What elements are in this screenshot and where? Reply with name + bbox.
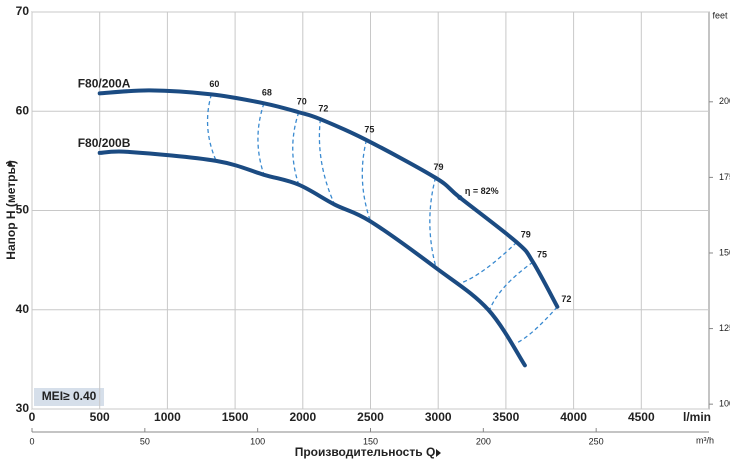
x-tick-label: 3000 [425, 410, 452, 424]
efficiency-label: η = 82% [465, 186, 499, 196]
efficiency-label: 72 [318, 104, 328, 114]
efficiency-label: 72 [561, 294, 571, 304]
y-tick-label: 50 [16, 203, 30, 217]
badge-box [34, 388, 104, 406]
y2-tick-label: 100 [719, 399, 730, 409]
x-tick-label: 4000 [560, 410, 587, 424]
x-tick-label: 2000 [289, 410, 316, 424]
x2-tick-label: 200 [476, 436, 491, 446]
x2-unit: m³/h [696, 435, 714, 445]
curve-label: F80/200A [78, 77, 131, 91]
efficiency-label: 75 [537, 249, 547, 259]
y2-tick-label: 150 [719, 247, 730, 257]
efficiency-point [457, 195, 463, 201]
y-tick-label: 30 [16, 401, 30, 415]
x-tick-label: 1500 [222, 410, 249, 424]
efficiency-label: 60 [209, 79, 219, 89]
efficiency-line [292, 112, 300, 185]
efficiency-line [361, 139, 372, 222]
y2-tick-label: 175 [719, 172, 730, 182]
x2-tick-label: 250 [589, 436, 604, 446]
x-unit: l/min [683, 410, 711, 424]
pump-curve [97, 88, 560, 309]
y2-unit: feet [712, 10, 728, 20]
x-tick-label: 3500 [493, 410, 520, 424]
curve-label: F80/200B [78, 136, 131, 150]
axis-arrow [436, 449, 441, 457]
efficiency-line [460, 241, 518, 284]
efficiency-line [515, 306, 558, 345]
efficiency-line [318, 119, 336, 205]
y-tick-label: 60 [16, 103, 30, 117]
y2-tick-label: 200 [719, 96, 730, 106]
efficiency-label: 70 [297, 97, 307, 107]
efficiency-label: 68 [262, 88, 272, 98]
x-tick-label: 2500 [357, 410, 384, 424]
x-tick-label: 4500 [628, 410, 655, 424]
y-axis-title: Напор H (метры) [4, 160, 18, 259]
pump-curve [97, 149, 527, 368]
x2-tick-label: 50 [140, 436, 150, 446]
x-axis-title: Производительность Q [295, 445, 436, 459]
efficiency-label: 75 [364, 124, 374, 134]
y2-tick-label: 125 [719, 323, 730, 333]
efficiency-line [429, 177, 437, 269]
x-tick-label: 1000 [154, 410, 181, 424]
efficiency-label: 79 [521, 230, 531, 240]
x2-tick-label: 100 [250, 436, 265, 446]
y-tick-label: 70 [16, 4, 30, 18]
x2-tick-label: 0 [29, 436, 34, 446]
x2-tick-label: 150 [363, 436, 378, 446]
axis-arrow [7, 160, 13, 166]
x-tick-label: 500 [90, 410, 110, 424]
y-tick-label: 40 [16, 302, 30, 316]
badge: MEI≥ 0.40 [42, 389, 97, 403]
efficiency-line [257, 103, 265, 175]
efficiency-label: 79 [433, 162, 443, 172]
x-tick-label: 0 [29, 410, 36, 424]
efficiency-line [489, 261, 534, 310]
